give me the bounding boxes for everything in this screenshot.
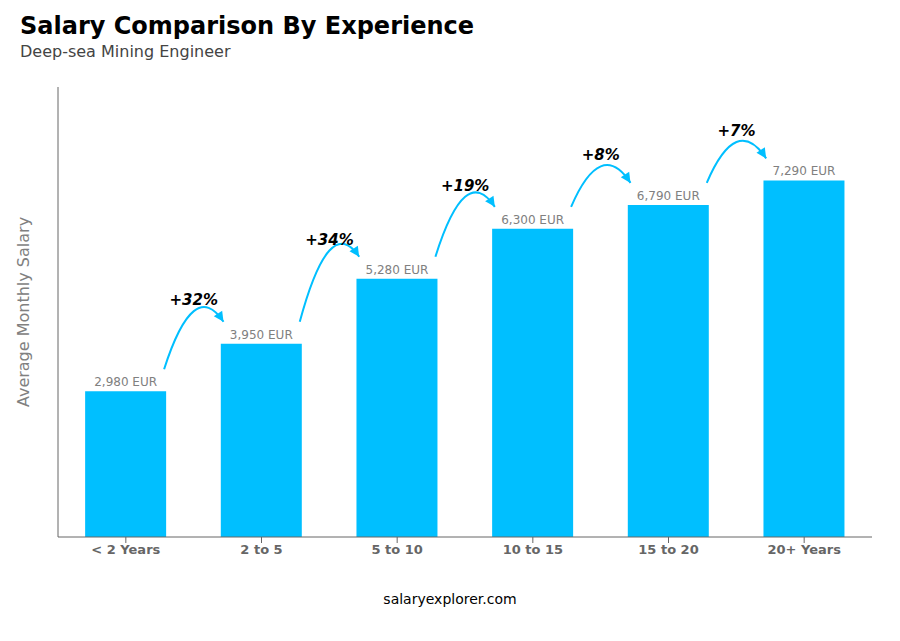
- svg-text:+8%: +8%: [582, 146, 620, 164]
- svg-text:+34%: +34%: [305, 231, 353, 249]
- svg-text:10 to 15: 10 to 15: [503, 542, 563, 557]
- svg-text:2,980 EUR: 2,980 EUR: [94, 375, 157, 389]
- svg-text:Average Monthly Salary: Average Monthly Salary: [14, 217, 33, 407]
- svg-text:+32%: +32%: [170, 291, 218, 309]
- svg-text:5 to 10: 5 to 10: [371, 542, 422, 557]
- svg-text:5,280 EUR: 5,280 EUR: [366, 263, 429, 277]
- svg-text:20+ Years: 20+ Years: [767, 542, 841, 557]
- svg-text:6,300 EUR: 6,300 EUR: [501, 213, 564, 227]
- svg-text:2 to 5: 2 to 5: [240, 542, 282, 557]
- svg-text:+19%: +19%: [441, 177, 489, 195]
- svg-text:< 2 Years: < 2 Years: [91, 542, 160, 557]
- svg-text:7,290 EUR: 7,290 EUR: [773, 164, 836, 178]
- html-text:Salary Comparison By Experienc: Salary Comparison By Experience: [20, 12, 475, 40]
- svg-text:6,790 EUR: 6,790 EUR: [637, 189, 700, 203]
- svg-text:3,950 EUR: 3,950 EUR: [230, 328, 293, 342]
- html-text:salaryexplorer.com: salaryexplorer.com: [383, 591, 517, 607]
- svg-text:+7%: +7%: [717, 122, 755, 140]
- html-text:Deep-sea Mining Engineer: Deep-sea Mining Engineer: [20, 42, 231, 61]
- svg-text:15 to 20: 15 to 20: [638, 542, 698, 557]
